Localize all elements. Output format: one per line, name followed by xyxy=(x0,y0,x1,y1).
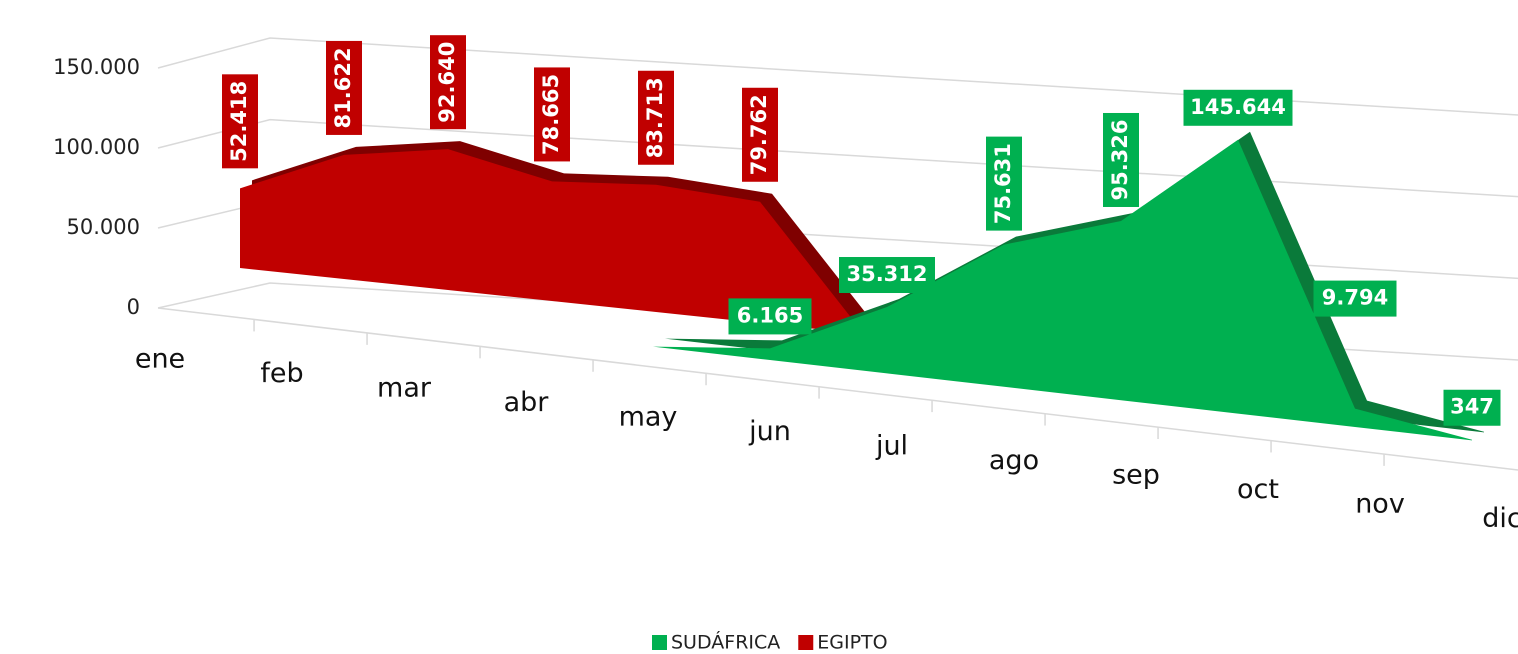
label-box xyxy=(728,298,812,335)
label-box xyxy=(1183,89,1293,126)
data-label: 79.762 xyxy=(742,87,778,182)
label-box xyxy=(839,257,935,294)
label-box xyxy=(326,40,362,135)
legend-swatch xyxy=(652,635,667,650)
data-label: 92.640 xyxy=(430,35,466,130)
label-text: 92.640 xyxy=(435,42,459,123)
x-tick-label: dic xyxy=(1482,503,1518,534)
data-label: 78.665 xyxy=(534,67,570,162)
legend-label: EGIPTO xyxy=(817,632,887,654)
label-text: 6.165 xyxy=(737,303,803,327)
data-label: 52.418 xyxy=(222,74,258,169)
legend-label: SUDÁFRICA xyxy=(671,631,780,654)
x-tick-label: nov xyxy=(1355,489,1405,520)
x-tick-label: abr xyxy=(504,387,550,418)
area xyxy=(240,149,1384,389)
x-tick-label: jul xyxy=(875,431,908,462)
y-tick-label: 0 xyxy=(127,295,140,319)
label-text: 347 xyxy=(1450,395,1494,419)
y-tick-label: 50.000 xyxy=(67,215,140,239)
label-box xyxy=(1313,280,1397,317)
label-box xyxy=(1103,112,1139,207)
data-label: 347 xyxy=(1443,389,1501,426)
label-box xyxy=(638,70,674,165)
label-text: 79.762 xyxy=(747,94,771,175)
data-label: 75.631 xyxy=(986,136,1022,231)
x-tick-label: mar xyxy=(377,373,432,404)
label-box xyxy=(222,74,258,169)
x-tick-label: ene xyxy=(135,344,185,375)
x-axis xyxy=(157,307,1518,471)
data-label: 83.713 xyxy=(638,70,674,165)
grid-line xyxy=(157,37,1518,116)
label-box xyxy=(430,35,466,130)
x-tick-label: sep xyxy=(1112,460,1160,491)
y-tick-label: 100.000 xyxy=(53,135,140,159)
x-tick-label: jun xyxy=(748,416,791,447)
data-label: 95.326 xyxy=(1103,112,1139,207)
label-text: 81.622 xyxy=(331,47,355,128)
x-tick-label: feb xyxy=(260,358,303,389)
area xyxy=(185,139,1472,441)
data-label: 9.794 xyxy=(1313,280,1397,317)
data-label: 6.165 xyxy=(728,298,812,335)
y-tick-label: 150.000 xyxy=(53,55,140,79)
label-text: 75.631 xyxy=(991,143,1015,224)
label-text: 145.644 xyxy=(1190,95,1286,119)
label-text: 52.418 xyxy=(227,81,251,162)
label-box xyxy=(742,87,778,182)
label-text: 95.326 xyxy=(1108,119,1132,200)
legend-swatch xyxy=(798,635,814,650)
x-tick-label: oct xyxy=(1237,474,1279,505)
data-label: 145.644 xyxy=(1183,89,1293,126)
grid-line xyxy=(157,118,1518,198)
label-box xyxy=(1443,389,1501,426)
x-tick-label: ago xyxy=(989,445,1039,476)
data-label: 81.622 xyxy=(326,40,362,135)
data-label: 35.312 xyxy=(839,257,935,294)
label-text: 35.312 xyxy=(846,262,927,286)
x-tick-label: may xyxy=(619,402,678,433)
label-text: 9.794 xyxy=(1322,286,1388,310)
label-box xyxy=(986,136,1022,231)
label-text: 78.665 xyxy=(539,74,563,155)
label-box xyxy=(534,67,570,162)
label-text: 83.713 xyxy=(643,77,667,158)
